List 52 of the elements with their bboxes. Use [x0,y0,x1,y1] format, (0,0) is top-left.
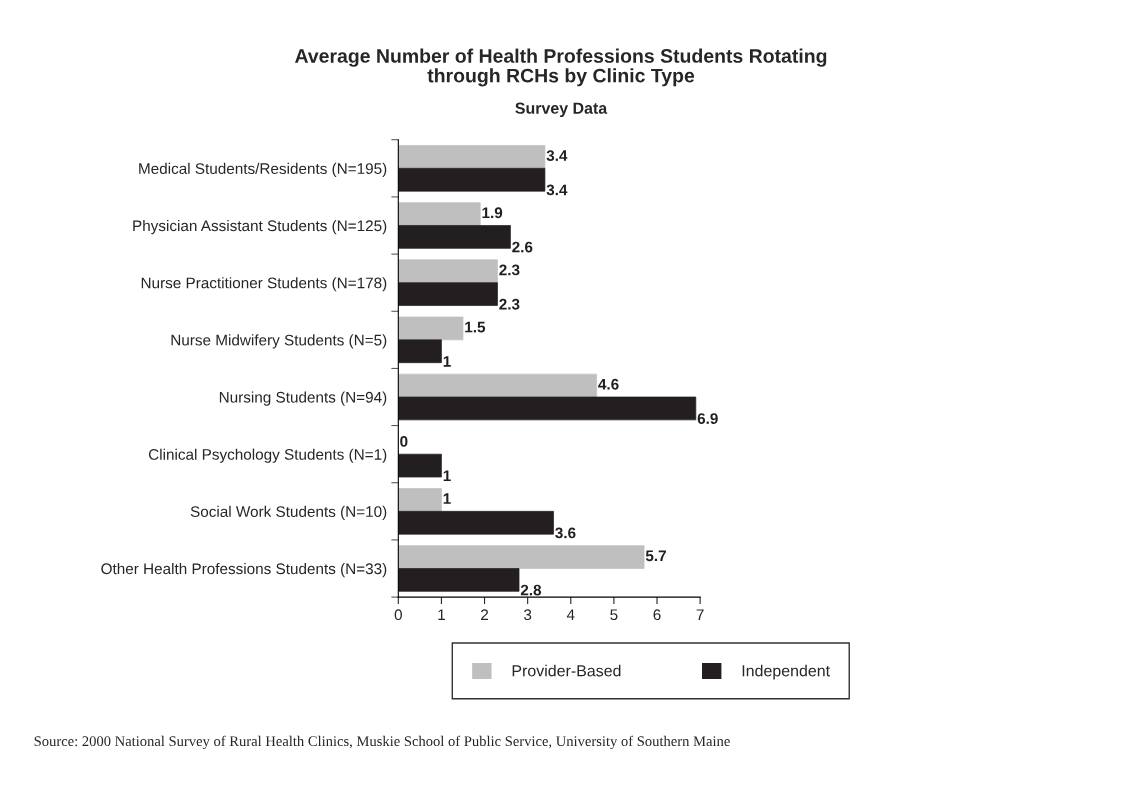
bar [398,145,546,169]
data-label: 1 [443,356,451,367]
data-label: 2.8 [520,584,542,596]
data-label: 4.6 [598,378,619,390]
y-tick-label: Other Health Professions Students (N=33) [101,562,387,578]
data-label: 3.4 [546,150,568,162]
bar [398,282,498,306]
data-label: 6.9 [697,413,718,424]
data-label: 2.3 [499,298,520,310]
y-tick-label: Social Work Students (N=10) [190,505,387,521]
data-label: 1 [443,470,451,481]
x-tick-label: 5 [610,609,618,621]
bar [398,259,498,284]
data-label: 1 [443,493,451,504]
x-tick-label: 6 [653,609,661,621]
data-label: 3.6 [555,527,576,539]
bar [398,545,645,569]
bar [398,373,597,398]
bar [398,202,481,226]
y-tick-label: Medical Students/Residents (N=195) [139,162,387,178]
x-tick-label: 0 [394,609,402,621]
y-tick-label: Nurse Midwifery Students (N=5) [171,334,387,349]
legend-label: Provider-Based [512,664,621,677]
y-tick-label: Clinical Psychology Students (N=1) [148,448,387,463]
bar [398,339,442,364]
data-label: 5.7 [645,550,666,562]
bar [398,488,442,512]
bar [398,225,511,249]
data-label: 0 [400,436,408,447]
bar [398,396,697,421]
x-tick-label: 4 [566,609,575,620]
bar [398,167,546,192]
bar [398,510,554,535]
x-tick-label: 1 [438,609,445,620]
bar [398,316,464,341]
data-label: 2.6 [512,241,533,253]
x-tick-label: 2 [481,609,489,620]
bar [398,568,520,592]
legend-label: Independent [742,664,830,680]
source-note: Source: 2000 National Survey of Rural Health Clinics, Muskie School of Public Service, University of Southern Maine [34,735,730,750]
y-tick-label: Nursing Students (N=94) [219,391,387,406]
x-tick-label: 7 [696,609,704,620]
data-label: 1.9 [482,207,503,219]
x-tick-label: 3 [524,609,532,621]
data-label: 2.3 [499,264,520,276]
chart-subtitle: Survey Data [515,102,608,118]
y-tick-label: Physician Assistant Students (N=125) [133,219,387,235]
y-tick-label: Nurse Practitioner Students (N=178) [141,277,387,292]
bar [398,453,442,478]
data-label: 1.5 [465,321,486,333]
data-label: 3.4 [546,184,568,196]
chart-title: Average Number of Health Professions Students Rotating through RCHs by Clinic Type [295,48,827,87]
